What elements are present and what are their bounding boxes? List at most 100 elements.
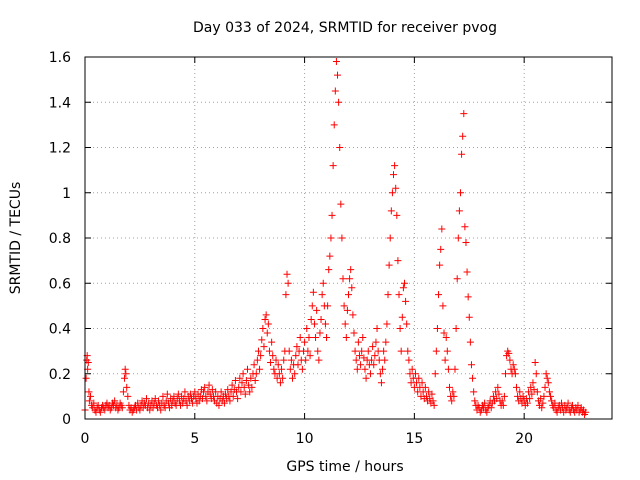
data-point — [265, 347, 273, 355]
data-point — [315, 356, 323, 364]
data-point — [383, 320, 391, 328]
data-point — [90, 399, 98, 407]
data-point — [121, 365, 129, 373]
data-point — [284, 279, 292, 287]
data-point — [283, 270, 291, 278]
data-point — [82, 374, 90, 382]
data-point — [282, 291, 290, 299]
data-point — [411, 370, 419, 378]
data-point — [386, 234, 394, 242]
data-point — [267, 358, 275, 366]
data-point — [505, 349, 513, 357]
data-point — [469, 374, 477, 382]
data-point — [270, 365, 278, 373]
data-point — [455, 207, 463, 215]
data-point — [316, 329, 324, 337]
data-point — [286, 365, 294, 373]
data-point — [456, 189, 464, 197]
data-point — [437, 245, 445, 253]
data-point — [239, 370, 247, 378]
data-point — [352, 356, 360, 364]
data-point — [582, 408, 590, 416]
data-point — [543, 374, 551, 382]
data-point — [305, 334, 313, 342]
data-point — [542, 370, 550, 378]
data-point — [261, 315, 269, 323]
data-point — [202, 392, 210, 400]
data-point — [111, 397, 119, 405]
data-point — [370, 361, 378, 369]
data-point — [86, 392, 94, 400]
data-point — [298, 365, 306, 373]
data-point — [258, 336, 266, 344]
data-point — [380, 347, 388, 355]
data-point — [532, 370, 540, 378]
data-point — [321, 320, 329, 328]
data-point — [531, 358, 539, 366]
data-point — [443, 347, 451, 355]
data-point — [343, 306, 351, 314]
data-point — [308, 302, 316, 310]
data-point — [499, 401, 507, 409]
data-point — [441, 356, 449, 364]
data-point — [368, 356, 376, 364]
data-point — [495, 390, 503, 398]
data-point — [272, 356, 280, 364]
x-axis-label: GPS time / hours — [286, 459, 403, 475]
data-point — [539, 399, 547, 407]
data-point — [481, 399, 489, 407]
data-point — [310, 320, 318, 328]
data-point — [163, 390, 171, 398]
data-point — [317, 315, 325, 323]
data-point — [349, 311, 357, 319]
data-point — [371, 352, 379, 360]
x-tick-label: 15 — [405, 431, 423, 447]
data-point — [259, 325, 267, 332]
data-point — [335, 98, 343, 106]
data-point — [415, 374, 423, 382]
data-point — [408, 365, 416, 373]
data-point — [467, 361, 475, 369]
data-point — [438, 225, 446, 233]
data-point — [398, 313, 406, 321]
data-point — [511, 370, 519, 378]
chart-title: Day 033 of 2024, SRMTID for receiver pvo… — [193, 20, 497, 36]
data-point — [205, 381, 213, 389]
grid-lines — [85, 57, 612, 419]
data-point — [253, 356, 261, 364]
data-point — [289, 374, 297, 382]
data-point — [428, 390, 436, 398]
data-point — [440, 329, 448, 337]
data-point — [394, 257, 402, 265]
data-point — [314, 347, 322, 355]
data-point — [494, 383, 502, 391]
data-point — [334, 71, 342, 79]
data-point — [547, 392, 555, 400]
data-point — [96, 408, 104, 416]
y-axis-label: SRMTID / TECUs — [8, 182, 24, 295]
data-point — [123, 383, 131, 391]
data-point — [551, 399, 559, 407]
data-point — [351, 347, 359, 355]
data-point — [454, 234, 462, 242]
data-point — [362, 374, 370, 382]
data-point — [181, 388, 189, 396]
data-point — [304, 347, 312, 355]
data-point — [257, 352, 265, 360]
data-point — [337, 200, 345, 208]
y-tick-label: 0.2 — [49, 367, 71, 383]
data-point — [403, 320, 411, 328]
data-point — [234, 395, 242, 403]
data-point — [540, 392, 548, 400]
data-point — [240, 383, 248, 391]
data-point — [294, 361, 302, 369]
data-point — [544, 379, 552, 387]
x-tick-label: 0 — [81, 431, 90, 447]
data-point — [275, 370, 283, 378]
data-point — [228, 381, 236, 389]
data-point — [516, 388, 524, 396]
data-point — [301, 338, 309, 346]
data-point — [276, 379, 284, 387]
data-point — [545, 388, 553, 396]
